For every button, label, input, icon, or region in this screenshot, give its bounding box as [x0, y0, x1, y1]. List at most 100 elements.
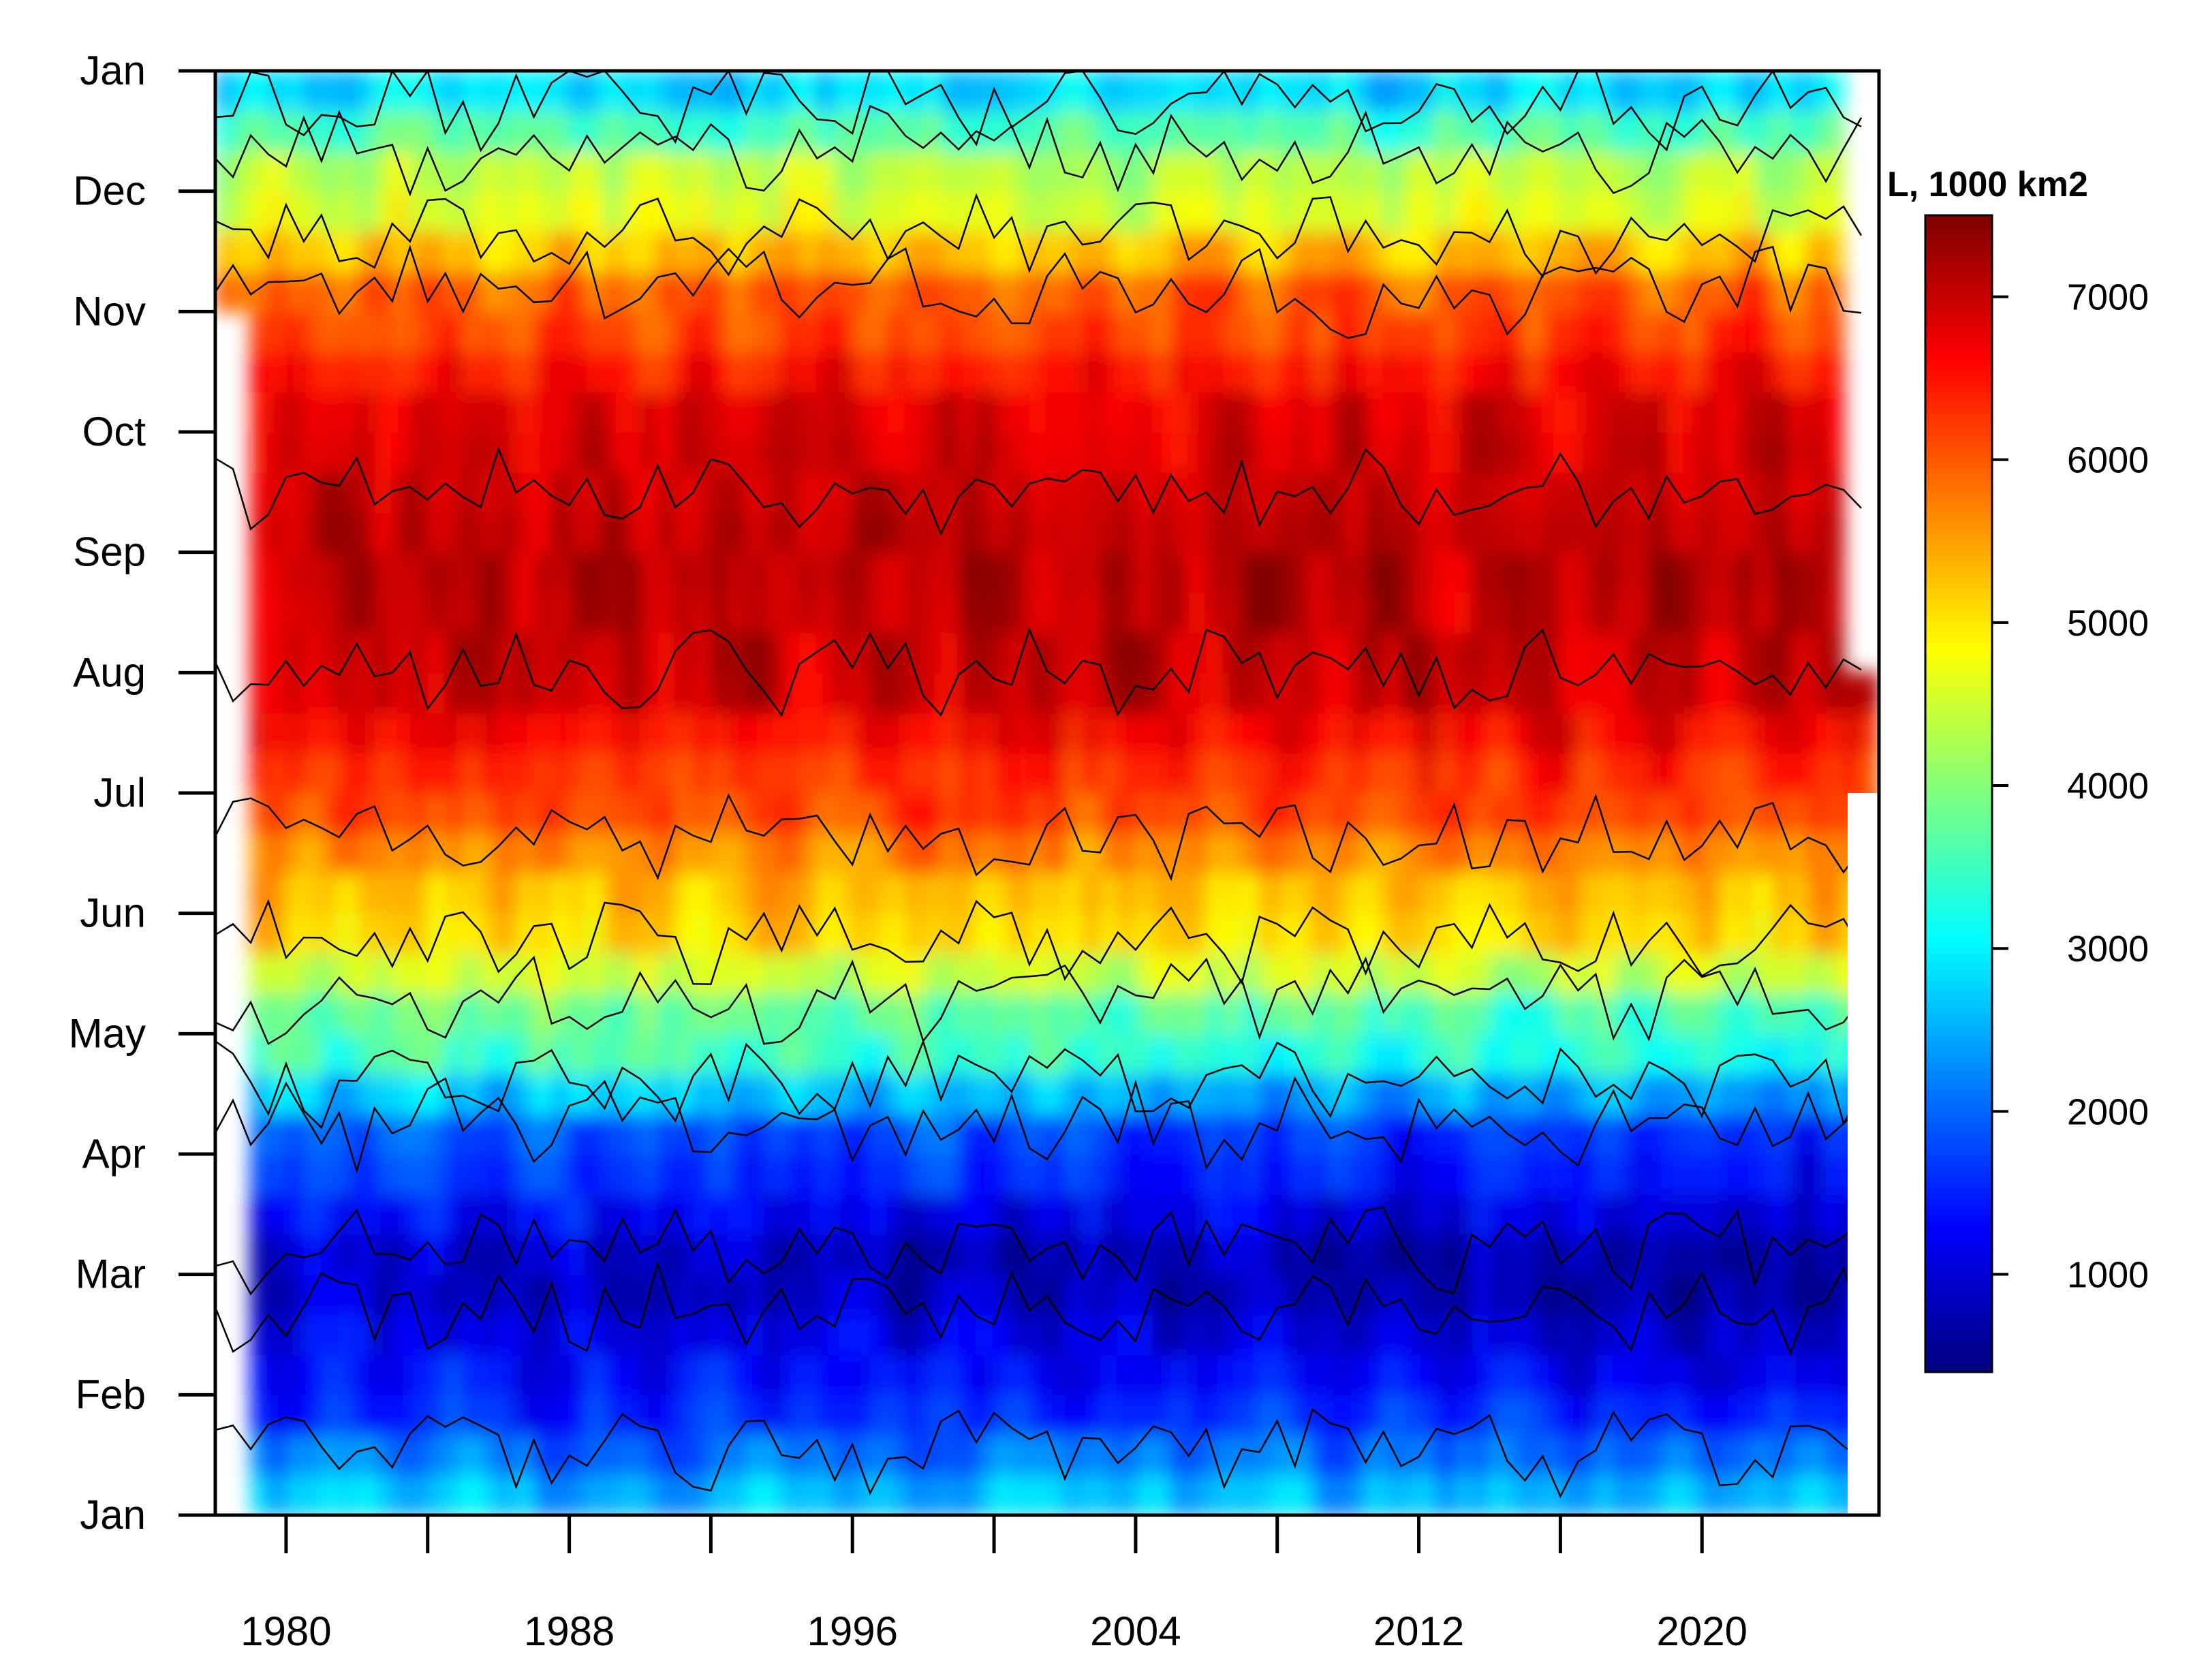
- heatmap-cell: [887, 1474, 907, 1515]
- heatmap-cell: [1241, 1113, 1260, 1155]
- heatmap-cell: [497, 391, 517, 433]
- heatmap-cell: [550, 270, 570, 313]
- heatmap-cell: [568, 1474, 588, 1515]
- heatmap-cell: [1329, 1033, 1349, 1075]
- heatmap-cell: [1595, 431, 1615, 473]
- heatmap-cell: [1187, 832, 1207, 874]
- heatmap-cell: [338, 1394, 358, 1436]
- heatmap-cell: [1489, 1233, 1508, 1275]
- heatmap-cell: [1187, 511, 1207, 553]
- heatmap-cell: [1418, 391, 1438, 433]
- heatmap-cell: [692, 672, 712, 714]
- heatmap-cell: [1329, 110, 1349, 152]
- heatmap-cell: [1081, 792, 1101, 834]
- heatmap-cell: [1754, 1474, 1774, 1515]
- heatmap-cell: [462, 1354, 482, 1396]
- heatmap-cell: [728, 752, 747, 794]
- heatmap-cell: [1241, 632, 1260, 674]
- heatmap-cell: [639, 230, 659, 273]
- heatmap-cell: [497, 1193, 517, 1235]
- heatmap-cell: [586, 1033, 606, 1075]
- heatmap-cell: [533, 511, 553, 553]
- heatmap-cell: [1435, 431, 1455, 473]
- heatmap-cell: [869, 872, 889, 914]
- heatmap-cell: [1825, 1193, 1845, 1235]
- heatmap-cell: [1489, 672, 1508, 714]
- heatmap-cell: [728, 672, 747, 714]
- heatmap-cell: [922, 872, 942, 914]
- heatmap-cell: [657, 1394, 677, 1436]
- heatmap-cell: [568, 311, 588, 353]
- heatmap-cell: [798, 551, 818, 593]
- heatmap-cell: [550, 1354, 570, 1396]
- heatmap-cell: [338, 1233, 358, 1275]
- heatmap-cell: [1737, 1313, 1756, 1356]
- heatmap-cell: [1329, 1434, 1349, 1476]
- heatmap-cell: [1471, 1233, 1491, 1275]
- heatmap-cell: [976, 511, 995, 553]
- heatmap-cell: [249, 1394, 269, 1436]
- heatmap-cell: [550, 752, 570, 794]
- heatmap-cell: [1807, 1434, 1827, 1476]
- heatmap-cell: [1099, 872, 1119, 914]
- heatmap-cell: [373, 872, 393, 914]
- heatmap-cell: [692, 912, 712, 954]
- heatmap-cell: [1311, 71, 1331, 112]
- heatmap-cell: [302, 1394, 322, 1436]
- heatmap-cell: [1258, 632, 1278, 674]
- heatmap-cell: [1559, 1193, 1579, 1235]
- heatmap-cell: [1613, 1434, 1632, 1476]
- heatmap-cell: [639, 712, 659, 754]
- heatmap-cell: [869, 311, 889, 353]
- heatmap-cell: [1170, 511, 1190, 553]
- heatmap-cell: [1719, 1313, 1739, 1356]
- heatmap-cell: [958, 993, 978, 1035]
- heatmap-cell: [692, 511, 712, 553]
- heatmap-cell: [1223, 311, 1243, 353]
- heatmap-cell: [285, 351, 305, 393]
- heatmap-cell: [1630, 551, 1650, 593]
- heatmap-cell: [1435, 752, 1455, 794]
- heatmap-cell: [1754, 351, 1774, 393]
- heatmap-cell: [1453, 872, 1473, 914]
- heatmap-cell: [320, 511, 340, 553]
- heatmap-cell: [905, 71, 924, 112]
- heatmap-cell: [568, 1394, 588, 1436]
- heatmap-cell: [604, 952, 623, 995]
- heatmap-cell: [1311, 110, 1331, 152]
- heatmap-cell: [781, 872, 801, 914]
- heatmap-cell: [1772, 1354, 1792, 1396]
- heatmap-cell: [320, 712, 340, 754]
- heatmap-cell: [674, 230, 694, 273]
- heatmap-cell: [887, 1033, 907, 1075]
- heatmap-cell: [1506, 1273, 1526, 1316]
- heatmap-cell: [1719, 190, 1739, 232]
- heatmap-cell: [1435, 311, 1455, 353]
- heatmap-cell: [1187, 712, 1207, 754]
- heatmap-cell: [391, 712, 411, 754]
- heatmap-cell: [834, 1153, 854, 1195]
- heatmap-cell: [586, 591, 606, 634]
- heatmap-cell: [1063, 431, 1083, 473]
- heatmap-cell: [1542, 1233, 1561, 1275]
- colorbar-tick-label: 4000: [2067, 766, 2149, 807]
- heatmap-cell: [1790, 993, 1809, 1035]
- heatmap-cell: [1258, 190, 1278, 232]
- heatmap-cell: [993, 391, 1013, 433]
- heatmap-cell: [1223, 832, 1243, 874]
- heatmap-cell: [1063, 71, 1083, 112]
- heatmap-cell: [1825, 431, 1845, 473]
- heatmap-cell: [1258, 1434, 1278, 1476]
- heatmap-cell: [710, 591, 730, 634]
- heatmap-cell: [798, 712, 818, 754]
- heatmap-cell: [781, 1313, 801, 1356]
- heatmap-cell: [267, 632, 287, 674]
- heatmap-cell: [1099, 1153, 1119, 1195]
- heatmap-cell: [798, 672, 818, 714]
- heatmap-cell: [550, 952, 570, 995]
- heatmap-cell: [1063, 993, 1083, 1035]
- heatmap-cell: [1719, 712, 1739, 754]
- heatmap-cell: [1117, 672, 1136, 714]
- heatmap-cell: [1329, 150, 1349, 192]
